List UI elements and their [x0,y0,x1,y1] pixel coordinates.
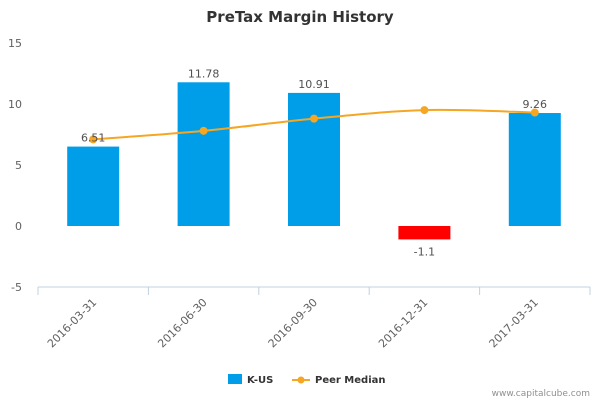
y-tick-label: 15 [8,37,22,50]
x-axis: 2016-03-31 2016-06-30 2016-09-30 2016-12-31… [37,286,591,350]
data-label: 9.26 [523,98,548,111]
legend-marker-peer-median [297,376,305,384]
bar-2016-12-31[interactable] [398,226,451,240]
bar-2016-03-31[interactable] [67,146,120,226]
y-tick-label: -5 [11,281,22,294]
bar-series [67,82,561,240]
x-tick-label: 2016-03-31 [45,296,99,350]
legend-swatch-k-us [228,374,242,384]
bar-2016-09-30[interactable] [288,92,340,226]
x-tick-label: 2016-09-30 [266,296,320,350]
peer-median-point-2016-09-30[interactable] [310,114,318,123]
legend-label-k-us: K-US [247,375,273,386]
data-label: 10.91 [298,78,330,91]
credit-text: www.capitalcube.com [492,389,590,399]
peer-median-point-2016-06-30[interactable] [199,126,208,135]
bar-2017-03-31[interactable] [508,113,561,226]
legend-label-peer-median: Peer Median [315,375,386,386]
data-label: -1.1 [414,245,435,258]
x-tick-label: 2016-06-30 [155,296,209,350]
peer-median-point-2017-03-31[interactable] [530,108,539,117]
y-axis: -5 0 5 10 15 [8,37,22,294]
y-tick-label: 10 [8,98,22,111]
chart-title: PreTax Margin History [206,8,394,26]
legend[interactable]: K-US Peer Median [228,374,386,386]
data-label: 11.78 [188,67,220,80]
peer-median-point-2016-03-31[interactable] [89,135,98,144]
data-labels: 6.51 11.78 10.91 -1.1 9.26 [81,67,547,258]
x-tick-label: 2016-12-31 [376,296,430,350]
peer-median-series [89,106,539,144]
data-label: 6.51 [81,132,106,145]
x-tick-label: 2017-03-31 [487,296,541,350]
peer-median-point-2016-12-31[interactable] [420,106,429,115]
y-tick-label: 5 [15,159,22,172]
y-tick-label: 0 [15,220,22,233]
bar-2016-06-30[interactable] [177,82,230,226]
